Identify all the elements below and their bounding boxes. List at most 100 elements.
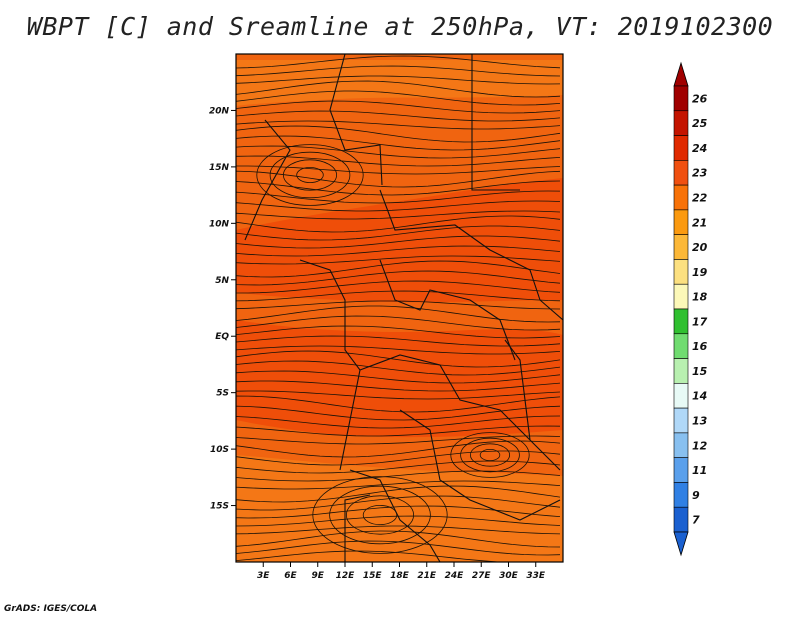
lon-tick-label: 9E xyxy=(312,571,325,581)
streamline xyxy=(236,155,561,167)
circulation-ring xyxy=(479,448,501,461)
border-line xyxy=(379,259,516,361)
streamline xyxy=(236,345,561,355)
streamline xyxy=(236,435,561,445)
colorbar-swatch xyxy=(673,358,689,384)
streamline xyxy=(236,335,561,347)
colorbar-swatch xyxy=(673,457,689,483)
streamline xyxy=(236,65,561,77)
border-line xyxy=(299,259,361,471)
lon-tick-label: 21E xyxy=(417,571,437,581)
circulation-ring xyxy=(460,437,520,473)
streamline xyxy=(236,170,561,188)
wbpt-patch xyxy=(236,320,563,438)
streamline xyxy=(236,485,561,503)
wbpt-patch xyxy=(236,178,563,303)
colorbar-swatch xyxy=(673,234,689,260)
colorbar-label: 7 xyxy=(692,514,700,527)
circulation-ring xyxy=(256,144,364,206)
colorbar-swatch xyxy=(673,283,689,310)
lon-tick-label: 3E xyxy=(257,571,270,581)
circulation-ring xyxy=(469,443,510,467)
streamline xyxy=(236,190,561,204)
circulation-ring xyxy=(362,504,398,525)
border-line xyxy=(471,54,520,191)
colorbar-label: 9 xyxy=(692,489,700,502)
circulation-ring xyxy=(450,432,530,478)
circulation-ring xyxy=(269,151,351,199)
lon-tick-label: 30E xyxy=(499,571,519,581)
colorbar-label: 26 xyxy=(692,92,708,105)
streamline xyxy=(236,390,561,400)
streamline xyxy=(236,460,561,474)
colorbar-label: 13 xyxy=(692,415,708,428)
streamline xyxy=(236,440,561,458)
colorbar-label: 12 xyxy=(692,439,708,452)
streamline xyxy=(236,280,561,294)
streamline xyxy=(236,450,561,466)
lon-tick-label: 24E xyxy=(445,571,465,581)
lat-tick-label: 20N xyxy=(209,106,230,116)
streamline xyxy=(236,110,561,122)
streamline xyxy=(236,300,561,310)
colorbar-swatch xyxy=(673,135,689,161)
border-line xyxy=(329,54,383,186)
streamline xyxy=(236,380,561,392)
lat-tick-label: 5S xyxy=(216,389,229,399)
streamline xyxy=(236,55,561,69)
colorbar-label: 18 xyxy=(692,291,708,304)
streamline xyxy=(236,495,561,511)
streamline xyxy=(236,550,560,562)
colorbar-label: 11 xyxy=(692,464,707,477)
colorbar-label: 14 xyxy=(692,390,707,403)
streamline xyxy=(236,75,561,85)
streamline xyxy=(236,210,561,220)
circulation-ring xyxy=(345,495,414,535)
streamline xyxy=(236,425,561,437)
streamline xyxy=(236,360,561,376)
streamline xyxy=(236,540,561,556)
lat-tick-label: 10N xyxy=(209,219,230,229)
colorbar-label: 16 xyxy=(692,340,708,353)
colorbar-swatch xyxy=(673,407,689,434)
streamline xyxy=(236,305,561,323)
lon-tick-label: 15E xyxy=(363,571,383,581)
streamline xyxy=(236,120,561,130)
colorbar-swatch xyxy=(673,432,689,458)
colorbar-top-arrow xyxy=(673,61,689,87)
colorbar-label: 17 xyxy=(692,315,708,328)
border-line xyxy=(379,189,541,301)
border-line xyxy=(504,339,531,441)
map-panel xyxy=(235,53,564,563)
border-line xyxy=(539,299,563,321)
colorbar-swatch xyxy=(673,160,689,186)
circulation-ring xyxy=(312,476,448,554)
lon-tick-label: 33E xyxy=(526,571,546,581)
streamline xyxy=(236,145,561,159)
streamline xyxy=(236,515,561,527)
lon-tick-label: 6E xyxy=(284,571,297,581)
colorbar-swatch xyxy=(673,308,689,335)
lon-tick-label: 27E xyxy=(472,571,492,581)
colorbar-swatch xyxy=(673,184,689,211)
colorbar-label: 19 xyxy=(692,266,708,279)
colorbar-label: 22 xyxy=(692,192,708,205)
streamline xyxy=(236,100,561,114)
streamline xyxy=(236,215,561,233)
streamline xyxy=(236,90,561,106)
streamline xyxy=(236,225,561,241)
colorbar-swatch xyxy=(673,259,689,285)
streamline xyxy=(236,530,561,548)
circulation-ring xyxy=(329,485,431,545)
colorbar-swatch xyxy=(673,209,689,235)
streamline xyxy=(236,260,561,278)
streamline xyxy=(236,405,561,421)
streamline xyxy=(236,350,561,368)
map-title: WBPT [C] and Sreamline at 250hPa, VT: 20… xyxy=(26,12,774,41)
streamline xyxy=(236,80,561,98)
country-borders xyxy=(244,54,563,562)
streamline xyxy=(236,245,561,257)
latitude-axis: 20N 15N 10N 5N EQ 5S 10S 15S xyxy=(209,106,236,512)
streamline xyxy=(236,415,561,429)
colorbar-label: 15 xyxy=(692,365,708,378)
